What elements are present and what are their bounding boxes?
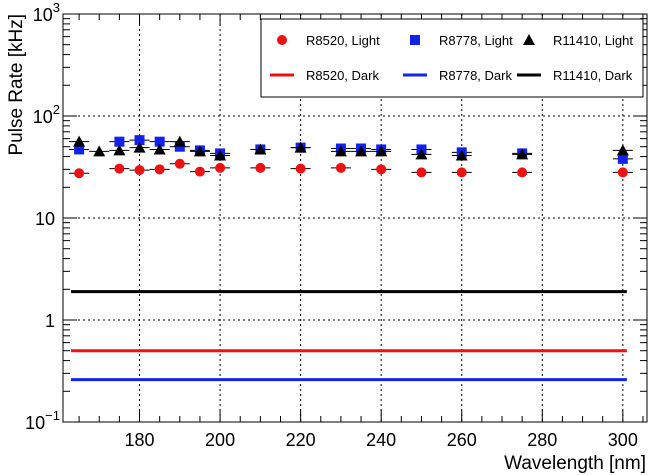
data-point [516, 148, 529, 160]
data-point [415, 148, 428, 160]
data-point [376, 164, 387, 175]
y-tick-label: 103 [33, 0, 60, 25]
data-point [154, 164, 165, 175]
data-point [617, 167, 628, 178]
data-point [174, 158, 185, 169]
data-point [355, 145, 368, 157]
data-point [154, 136, 165, 147]
series-r8520-light [69, 158, 633, 179]
data-point [133, 141, 146, 153]
x-tick-label: 260 [447, 430, 477, 450]
x-tick-label: 200 [205, 430, 235, 450]
data-point [134, 165, 145, 176]
data-point [113, 144, 126, 156]
data-point [617, 153, 628, 164]
legend: R8520, Light R8778, Light R11410, Light R85… [260, 18, 644, 98]
data-point [134, 135, 145, 146]
x-tick-label: 300 [608, 430, 638, 450]
x-tick-label: 280 [527, 430, 557, 450]
y-axis-title: Pulse Rate [kHz] [6, 14, 27, 156]
data-point [294, 141, 307, 153]
legend-box [260, 18, 644, 98]
data-point [93, 145, 106, 157]
data-point [334, 145, 347, 157]
data-point [74, 168, 85, 179]
y-tick-label: 10 [35, 209, 55, 229]
data-point [214, 149, 227, 161]
data-point [255, 162, 266, 173]
legend-label: R11410, Light [553, 33, 633, 48]
data-point [375, 145, 388, 157]
grid-lines [63, 14, 647, 422]
data-point [73, 135, 86, 147]
legend-swatch [523, 34, 535, 45]
data-point [295, 163, 306, 174]
data-point [335, 162, 346, 173]
data-point [215, 162, 226, 173]
data-point [456, 167, 467, 178]
axis-tick-labels: 180 200 220 240 260 280 300 10−1 1 10 102 103 [25, 0, 638, 450]
x-axis-title: Wavelength [nm] [504, 453, 646, 474]
x-tick-label: 180 [125, 430, 155, 450]
data-point [114, 136, 125, 147]
data-point [173, 135, 186, 147]
y-tick-label: 10−1 [25, 408, 60, 433]
data-point [416, 167, 427, 178]
series-r11410-light [69, 135, 633, 161]
legend-label: R8778, Light [439, 33, 513, 48]
data-point [193, 145, 206, 157]
data-point [616, 144, 629, 156]
axis-ticks [63, 13, 647, 423]
y-tick-label: 1 [45, 311, 55, 331]
x-tick-label: 220 [286, 430, 316, 450]
data-point [455, 149, 468, 161]
legend-label: R8778, Dark [439, 68, 512, 83]
legend-label: R8520, Dark [306, 68, 379, 83]
data-point [517, 167, 528, 178]
data-point [194, 166, 205, 177]
dark-rate-lines [71, 290, 627, 382]
data-point [74, 144, 85, 155]
data-point [254, 143, 267, 155]
data-point [114, 163, 125, 174]
y-tick-label: 102 [33, 102, 60, 127]
legend-swatch [410, 35, 420, 45]
data-point [174, 141, 185, 152]
x-tick-label: 240 [366, 430, 396, 450]
legend-label: R8520, Light [306, 33, 380, 48]
light-rate-points [69, 135, 633, 179]
legend-swatch [277, 35, 287, 45]
legend-label: R11410, Dark [553, 68, 633, 83]
data-point [153, 143, 166, 155]
